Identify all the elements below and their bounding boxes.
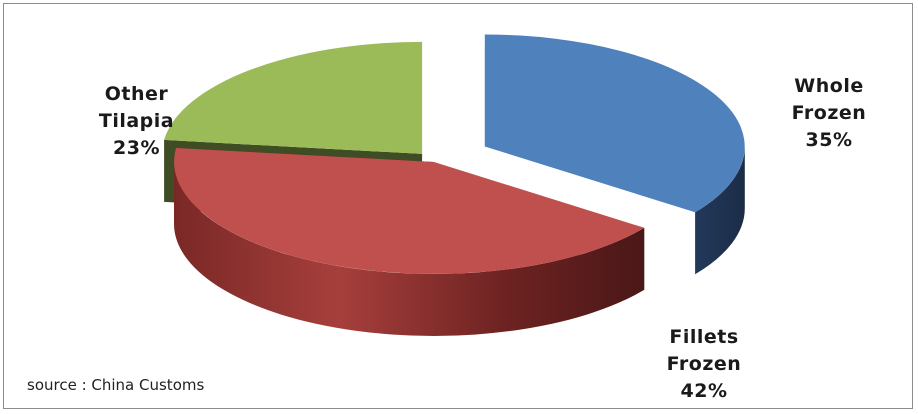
slice-label-other-line1: Other — [104, 83, 169, 105]
slice-label-other-value: 23% — [113, 137, 160, 159]
slice-label-fillets-value: 42% — [680, 380, 728, 402]
pie-chart — [164, 34, 745, 336]
pie-slice-other-tilapia — [164, 41, 423, 154]
pie-slice-whole-frozen — [484, 34, 745, 213]
slice-side-whole-frozen — [695, 146, 745, 275]
slice-label-fillets-frozen: Fillets Frozen 42% — [644, 324, 764, 405]
slice-label-whole-line2: Frozen — [791, 102, 867, 124]
slice-label-other-line2: Tilapia — [98, 110, 175, 132]
slice-side-fillets-frozen — [174, 162, 645, 336]
slice-label-other-tilapia: Other Tilapia 23% — [74, 81, 199, 162]
slice-label-whole-value: 35% — [805, 129, 853, 151]
slice-label-whole-frozen: Whole Frozen 35% — [774, 73, 884, 154]
chart-frame: Whole Frozen 35% Fillets Frozen 42% Othe… — [3, 3, 913, 409]
source-note: source : China Customs — [27, 376, 205, 394]
slice-label-whole-line1: Whole — [794, 75, 864, 97]
slice-label-fillets-line2: Frozen — [666, 353, 742, 375]
pie-slice-fillets-frozen — [174, 148, 645, 274]
slice-label-fillets-line1: Fillets — [669, 326, 739, 348]
